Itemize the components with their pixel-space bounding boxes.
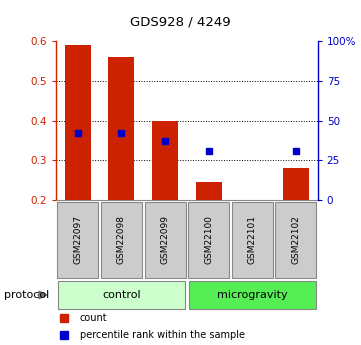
Text: microgravity: microgravity — [217, 290, 288, 300]
Text: percentile rank within the sample: percentile rank within the sample — [79, 330, 244, 339]
Bar — [232, 202, 273, 278]
Bar — [58, 281, 185, 309]
Text: GDS928 / 4249: GDS928 / 4249 — [130, 16, 231, 29]
Bar — [152, 121, 178, 200]
Bar — [188, 202, 229, 278]
Text: GSM22100: GSM22100 — [204, 215, 213, 264]
Bar — [108, 57, 135, 200]
Bar — [196, 182, 222, 200]
Bar — [275, 202, 316, 278]
Bar — [283, 168, 309, 200]
Text: control: control — [102, 290, 141, 300]
Bar — [57, 202, 98, 278]
Text: GSM22102: GSM22102 — [291, 215, 300, 264]
Bar — [144, 202, 186, 278]
Text: protocol: protocol — [4, 290, 49, 300]
Text: GSM22097: GSM22097 — [73, 215, 82, 264]
Bar — [65, 45, 91, 200]
Text: GSM22101: GSM22101 — [248, 215, 257, 264]
Text: count: count — [79, 313, 107, 323]
Bar — [101, 202, 142, 278]
Text: GSM22099: GSM22099 — [161, 215, 170, 264]
Text: GSM22098: GSM22098 — [117, 215, 126, 264]
Bar — [188, 281, 316, 309]
